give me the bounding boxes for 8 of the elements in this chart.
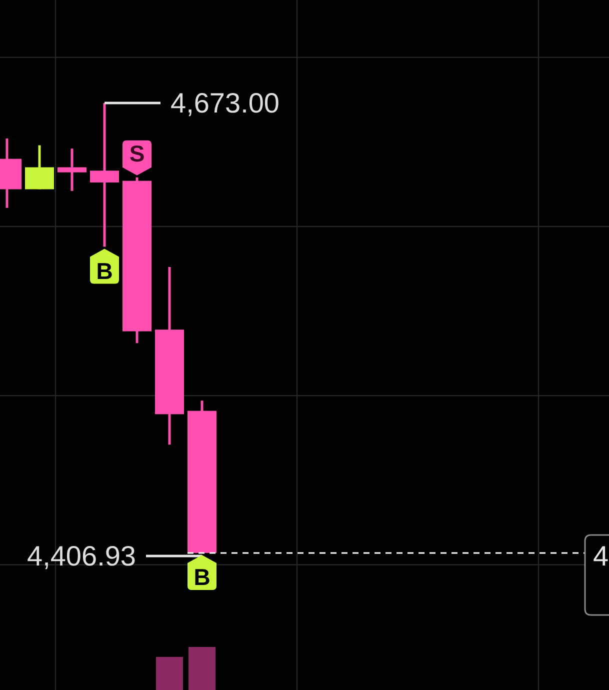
candlestick	[58, 147, 86, 192]
annotation: 4,406.93	[27, 540, 136, 572]
annotation: B	[194, 564, 210, 590]
annotation: B	[96, 258, 113, 284]
candlestick	[90, 102, 119, 248]
annotation: 4,673.00	[170, 88, 280, 118]
text: 4	[593, 540, 609, 572]
annotation: S	[129, 140, 145, 166]
